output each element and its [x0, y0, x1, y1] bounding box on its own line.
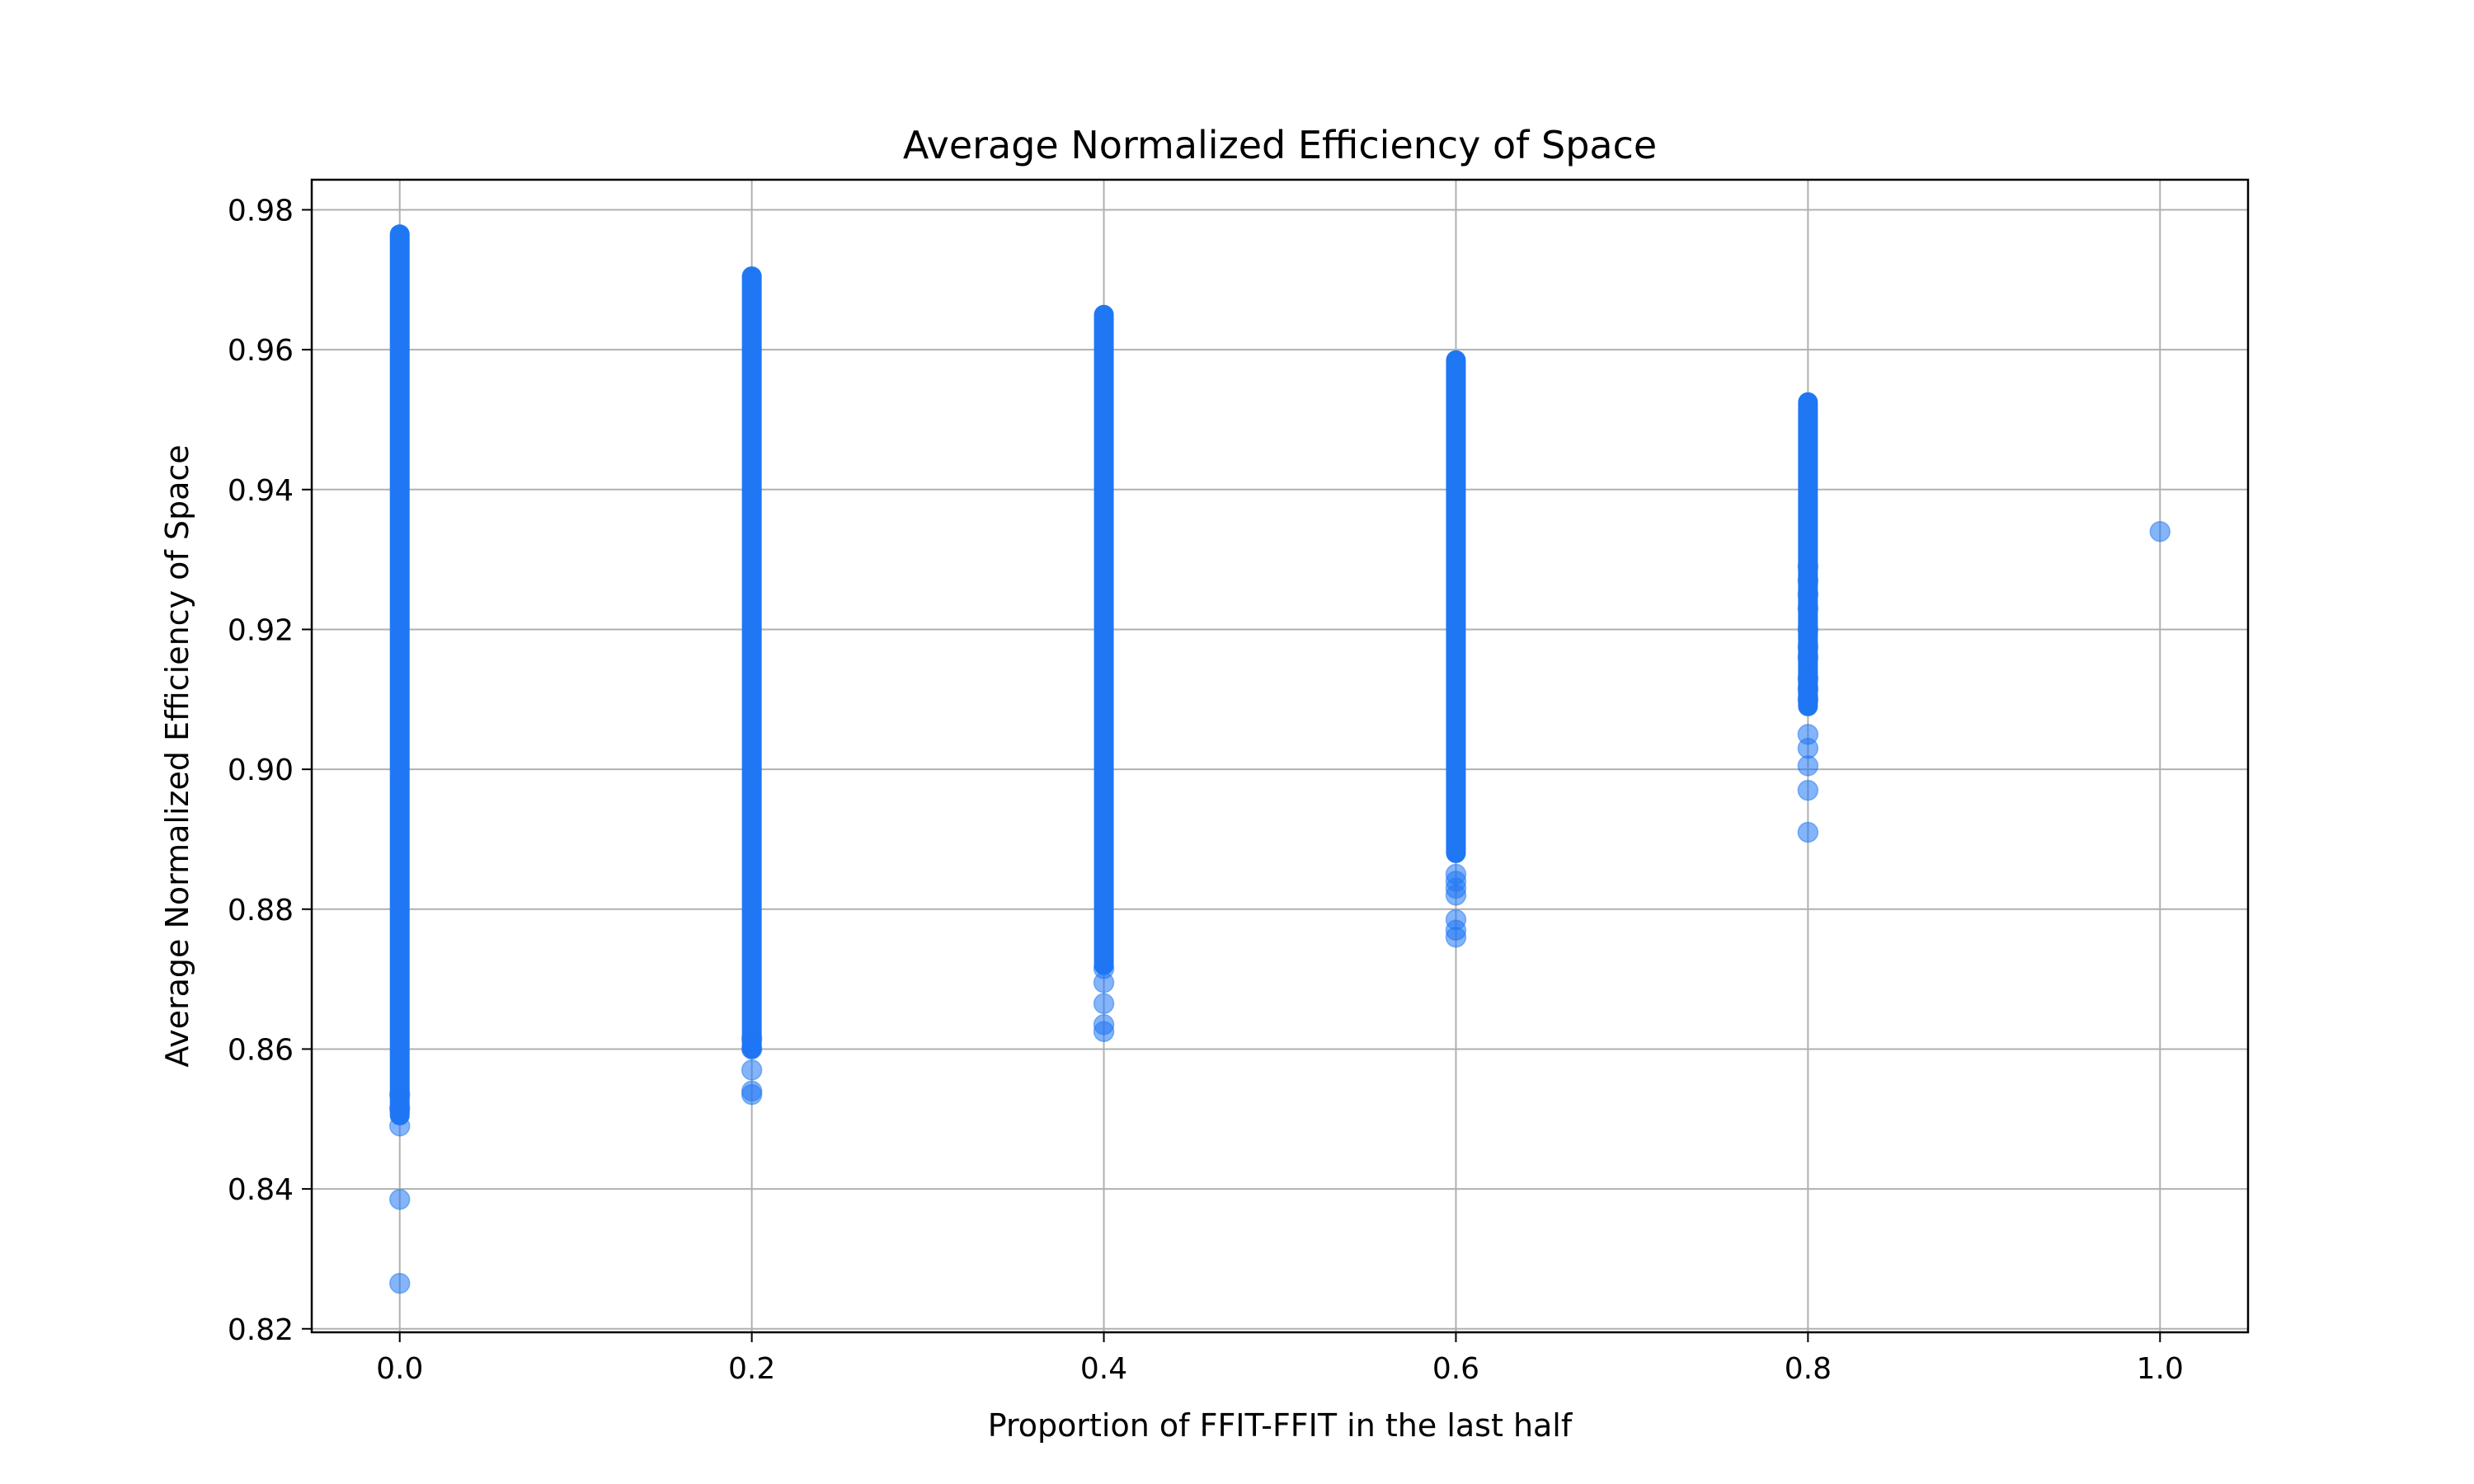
chart-title: Average Normalized Efficiency of Space	[903, 123, 1657, 167]
data-point	[741, 1059, 763, 1081]
data-point	[1797, 618, 1819, 641]
data-point-band	[741, 266, 762, 1059]
y-tick-label: 0.92	[228, 613, 294, 647]
y-axis-label: Average Normalized Efficiency of Space	[159, 444, 195, 1067]
axis-ticks: 0.0 0.2 0.4 0.6 0.8 1.0 0.82 0.84 0.86 0.88 0.90 0.…	[228, 194, 2184, 1386]
data-point	[1797, 779, 1819, 801]
data-point	[1093, 1013, 1115, 1036]
x-tick-label: 0.2	[728, 1352, 775, 1386]
data-point	[388, 1083, 411, 1106]
y-tick-label: 0.84	[228, 1173, 294, 1207]
data-points	[388, 224, 2171, 1294]
axes-frame	[310, 178, 2250, 1334]
data-point	[1797, 556, 1819, 577]
x-tick-label: 1.0	[2137, 1352, 2184, 1386]
data-point	[388, 1189, 411, 1210]
y-tick-label: 0.90	[228, 754, 294, 787]
y-tick-label: 0.82	[228, 1313, 294, 1347]
y-tick-label: 0.88	[228, 894, 294, 928]
data-point	[388, 1272, 411, 1294]
data-point-band	[1446, 350, 1466, 863]
y-tick-label: 0.86	[228, 1033, 294, 1067]
data-point	[1797, 636, 1819, 658]
data-point	[741, 1027, 763, 1050]
data-point	[1797, 668, 1819, 689]
data-point	[1093, 993, 1115, 1015]
y-tick-label: 0.98	[228, 194, 294, 228]
data-point	[1797, 755, 1819, 777]
data-point	[388, 1115, 411, 1137]
data-point	[1445, 909, 1467, 931]
data-point	[1093, 958, 1115, 979]
data-point	[2149, 520, 2171, 542]
data-point	[1797, 821, 1819, 843]
y-tick-label: 0.94	[228, 474, 294, 508]
data-point-band	[1094, 304, 1114, 975]
x-tick-label: 0.8	[1785, 1352, 1832, 1386]
y-tick-label: 0.96	[228, 334, 294, 368]
data-point	[741, 1080, 763, 1102]
data-point-band	[389, 224, 410, 1126]
data-point	[1445, 863, 1467, 885]
x-tick-label: 0.4	[1080, 1352, 1127, 1386]
x-tick-label: 0.6	[1432, 1352, 1479, 1386]
grid	[312, 180, 2248, 1332]
data-point	[1797, 723, 1819, 745]
x-tick-label: 0.0	[376, 1352, 423, 1386]
x-axis-label: Proportion of FFIT-FFIT in the last half	[988, 1407, 1573, 1444]
